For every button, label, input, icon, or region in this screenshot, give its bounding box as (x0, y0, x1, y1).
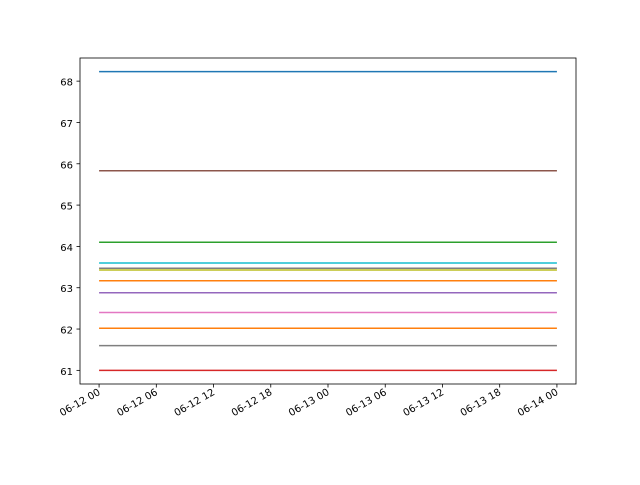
y-tick-label: 68 (60, 78, 73, 89)
y-tick-label: 62 (60, 326, 73, 337)
y-tick-label: 61 (60, 367, 73, 378)
series-layer (99, 70, 557, 372)
y-tick-label: 65 (60, 202, 73, 213)
y-axis: 61 62 63 64 65 66 67 68 (60, 78, 80, 378)
plot-frame (79, 57, 577, 385)
y-tick-label: 64 (60, 243, 73, 254)
y-tick-label: 67 (60, 119, 73, 130)
y-tick-label: 66 (60, 160, 73, 171)
y-tick-label: 63 (60, 284, 73, 295)
